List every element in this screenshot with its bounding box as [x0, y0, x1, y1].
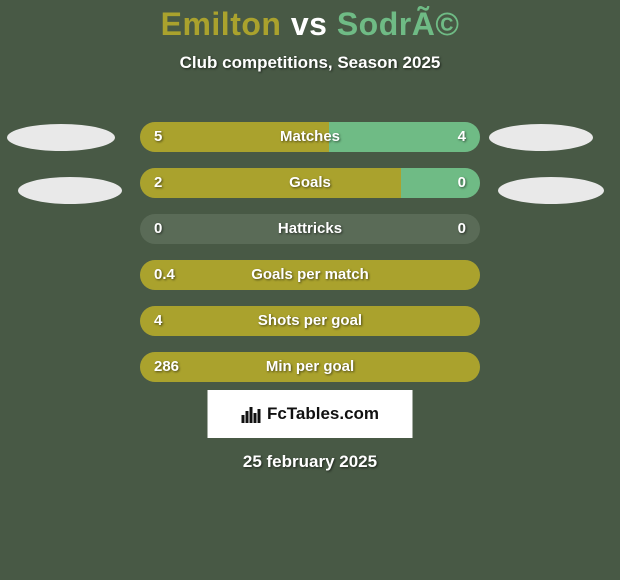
- stat-row: 20Goals: [140, 168, 480, 198]
- date-line: 25 february 2025: [0, 452, 620, 472]
- player-silhouette: [18, 177, 122, 204]
- title-vs: vs: [281, 6, 336, 42]
- stat-label: Shots per goal: [140, 306, 480, 336]
- title-player2: SodrÃ©: [337, 6, 460, 42]
- stat-label: Matches: [140, 122, 480, 152]
- stat-row: 0.4Goals per match: [140, 260, 480, 290]
- title-player1: Emilton: [161, 6, 282, 42]
- subtitle: Club competitions, Season 2025: [0, 53, 620, 73]
- stat-label: Goals: [140, 168, 480, 198]
- stat-row: 4Shots per goal: [140, 306, 480, 336]
- branding-text: FcTables.com: [267, 404, 379, 424]
- page-title: Emilton vs SodrÃ©: [0, 0, 620, 43]
- player-silhouette: [498, 177, 604, 204]
- stat-label: Min per goal: [140, 352, 480, 382]
- stat-row: 00Hattricks: [140, 214, 480, 244]
- stat-label: Hattricks: [140, 214, 480, 244]
- stat-row: 54Matches: [140, 122, 480, 152]
- stats-comparison: 54Matches 20Goals 00Hattricks 0.4Goals per …: [140, 122, 480, 398]
- stat-label: Goals per match: [140, 260, 480, 290]
- stat-row: 286Min per goal: [140, 352, 480, 382]
- player-silhouette: [489, 124, 593, 151]
- branding-badge: FcTables.com: [208, 390, 413, 438]
- bars-icon: [241, 404, 261, 424]
- player-silhouette: [7, 124, 115, 151]
